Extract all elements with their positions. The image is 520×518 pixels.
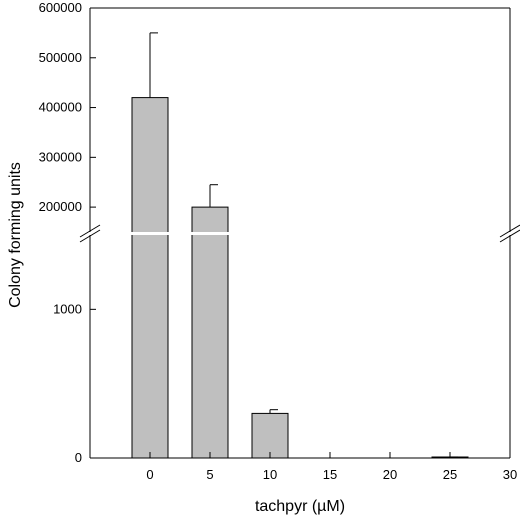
x-ticks: 0 5 10 15 20 25 30 [146,452,517,482]
axis-breaks [79,224,520,243]
break-mark-left-1 [79,224,101,238]
bar-10 [251,412,289,459]
bars [131,97,469,459]
bar-5 [191,206,229,459]
bar-0 [131,97,169,459]
x-tick-label-10: 10 [263,467,277,482]
x-tick-label-20: 20 [383,467,397,482]
break-mark-right-2 [499,229,520,243]
y-axis-label: Colony forming units [7,162,24,308]
x-axis-label: tachpyr (µM) [255,498,345,515]
y-tick-label-500000: 500000 [39,50,82,65]
x-tick-label-25: 25 [443,467,457,482]
y-tick-label-600000: 600000 [39,0,82,15]
y-tick-label-200000: 200000 [39,199,82,214]
x-tick-label-5: 5 [206,467,213,482]
y-tick-label-0: 0 [75,450,82,465]
break-mark-right-1 [499,224,520,238]
x-tick-label-0: 0 [146,467,153,482]
y-tick-label-1000: 1000 [53,301,82,316]
y-tick-label-300000: 300000 [39,149,82,164]
x-tick-label-30: 30 [503,467,517,482]
y-ticks: 0 1000 200000 300000 400000 500000 600000 [39,0,96,465]
break-mark-left-2 [79,229,101,243]
break-gap [91,232,509,235]
y-tick-label-400000: 400000 [39,100,82,115]
x-tick-label-15: 15 [323,467,337,482]
